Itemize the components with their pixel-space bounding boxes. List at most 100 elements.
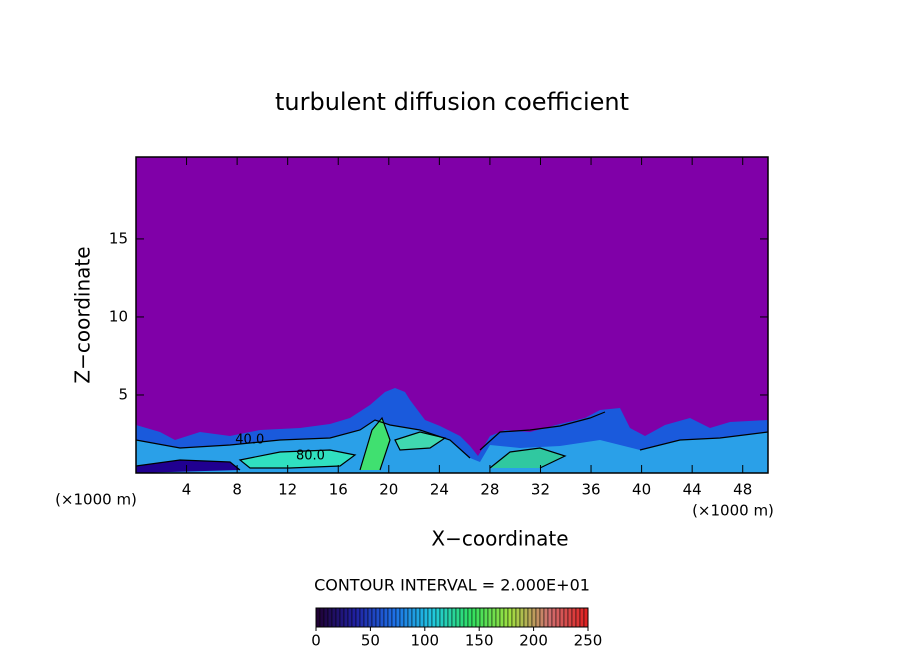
x-tick-label: 40 [632, 481, 651, 499]
contour-label: 40.0 [235, 433, 264, 448]
colorbar-swatch [539, 607, 545, 628]
colorbar-swatch [419, 607, 425, 628]
colorbar-tick-label: 50 [361, 632, 380, 650]
x-unit-label: (×1000 m) [692, 502, 774, 520]
x-unit-label: (×1000 m) [55, 491, 137, 509]
colorbar-swatch [383, 607, 389, 628]
colorbar-swatch [323, 607, 329, 628]
x-tick-label: 8 [232, 481, 242, 499]
y-tick-label: 15 [109, 229, 128, 247]
colorbar-swatch [375, 607, 381, 628]
colorbar-swatch [555, 607, 561, 628]
colorbar-swatch [583, 607, 589, 628]
colorbar-swatch [547, 607, 553, 628]
colorbar-swatch [351, 607, 357, 628]
field-high [360, 418, 390, 470]
colorbar-swatch [447, 607, 453, 628]
colorbar-swatch [363, 607, 369, 628]
contour-field [136, 388, 768, 473]
x-tick-label: 36 [581, 481, 600, 499]
colorbar-tick-label: 100 [410, 632, 439, 650]
y-axis-label: Z−coordinate [71, 246, 95, 383]
colorbar-swatch [359, 607, 365, 628]
colorbar-swatch [379, 607, 385, 628]
colorbar-swatch [507, 607, 513, 628]
colorbar-swatch [415, 607, 421, 628]
plot-frame [135, 156, 769, 474]
x-tick-label: 16 [329, 481, 348, 499]
colorbar-swatch [467, 607, 473, 628]
colorbar-tick-label: 0 [311, 632, 321, 650]
colorbar-swatch [435, 607, 441, 628]
colorbar-swatch [335, 607, 341, 628]
colorbar-swatch [455, 607, 461, 628]
contour-label: 80.0 [296, 448, 325, 463]
colorbar-swatch [511, 607, 517, 628]
colorbar-swatch [579, 607, 585, 628]
y-tick-label: 10 [109, 307, 128, 325]
colorbar-swatch [347, 607, 353, 628]
colorbar-swatch [503, 607, 509, 628]
field-low [136, 460, 240, 473]
x-axis-label: X−coordinate [431, 527, 568, 551]
x-tick-label: 4 [182, 481, 192, 499]
x-tick-label: 20 [379, 481, 398, 499]
colorbar-swatch [531, 607, 537, 628]
colorbar-swatch [331, 607, 337, 628]
colorbar-swatch [451, 607, 457, 628]
colorbar-swatch [387, 607, 393, 628]
colorbar-swatch [571, 607, 577, 628]
plot-background [136, 157, 768, 473]
x-tick-label: 12 [278, 481, 297, 499]
colorbar-swatch [407, 607, 413, 628]
colorbar-swatch [563, 607, 569, 628]
colorbar-swatch [459, 607, 465, 628]
colorbar-swatch [559, 607, 565, 628]
colorbar-swatch [423, 607, 429, 628]
colorbar-swatch [491, 607, 497, 628]
colorbar-swatch [431, 607, 437, 628]
colorbar-tick-label: 200 [519, 632, 548, 650]
colorbar-swatch [367, 607, 373, 628]
colorbar-swatch [463, 607, 469, 628]
contour-lines [136, 411, 768, 471]
colorbar-tick-label: 250 [574, 632, 603, 650]
colorbar-swatch [411, 607, 417, 628]
colorbar-swatch [427, 607, 433, 628]
colorbar-swatch [339, 607, 345, 628]
colorbar-swatch [575, 607, 581, 628]
chart-title: turbulent diffusion coefficient [275, 88, 629, 116]
colorbar-swatch [439, 607, 445, 628]
colorbar-swatch [519, 607, 525, 628]
colorbar-swatch [567, 607, 573, 628]
colorbar-swatch [515, 607, 521, 628]
colorbar-swatch [315, 607, 321, 628]
colorbar-swatch [535, 607, 541, 628]
colorbar-swatch [399, 607, 405, 628]
y-tick-label: 5 [118, 385, 128, 403]
colorbar-swatch [391, 607, 397, 628]
colorbar-swatch [319, 607, 325, 628]
x-tick-label: 28 [480, 481, 499, 499]
colorbar-swatch [479, 607, 485, 628]
colorbar-swatch [523, 607, 529, 628]
colorbar-tick-label: 150 [465, 632, 494, 650]
colorbar-swatch [543, 607, 549, 628]
contour-interval: CONTOUR INTERVAL = 2.000E+01 [314, 576, 590, 595]
colorbar-swatch [499, 607, 505, 628]
colorbar-swatch [403, 607, 409, 628]
colorbar-swatch [327, 607, 333, 628]
colorbar-swatch [371, 607, 377, 628]
colorbar-swatch [343, 607, 349, 628]
colorbar-swatch [483, 607, 489, 628]
x-tick-label: 32 [531, 481, 550, 499]
colorbar-swatch [495, 607, 501, 628]
colorbar-swatch [551, 607, 557, 628]
colorbar-swatch [527, 607, 533, 628]
colorbar-swatch [487, 607, 493, 628]
x-tick-label: 24 [430, 481, 449, 499]
colorbar-swatch [443, 607, 449, 628]
colorbar-swatch [395, 607, 401, 628]
colorbar-swatch [471, 607, 477, 628]
